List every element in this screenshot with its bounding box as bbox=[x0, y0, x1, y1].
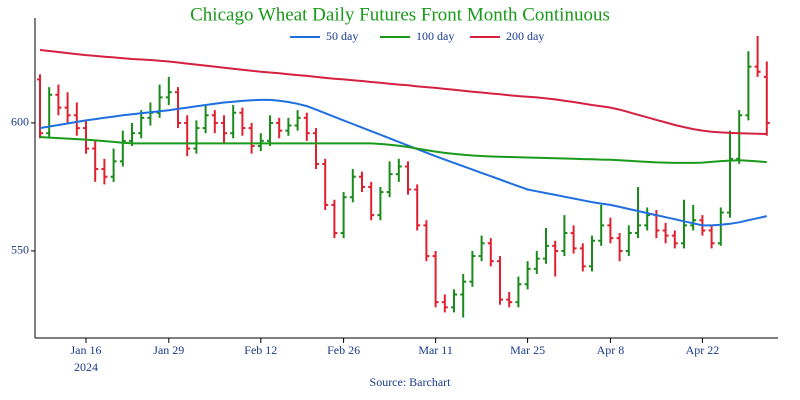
x-tick-label: Feb 12 bbox=[244, 343, 277, 357]
legend-label: 50 day bbox=[326, 29, 358, 43]
x-tick-label: Apr 8 bbox=[597, 343, 625, 357]
legend-label: 100 day bbox=[416, 29, 454, 43]
ma-line bbox=[39, 49, 767, 135]
year-label: 2024 bbox=[74, 360, 98, 374]
y-tick-label: 550 bbox=[11, 243, 29, 257]
ma-line bbox=[39, 136, 767, 164]
x-tick-label: Apr 22 bbox=[686, 343, 720, 357]
chart-title: Chicago Wheat Daily Futures Front Month … bbox=[190, 4, 610, 25]
legend-label: 200 day bbox=[506, 29, 544, 43]
x-tick-label: Feb 26 bbox=[327, 343, 360, 357]
source: Source: Barchart bbox=[370, 375, 452, 389]
x-tick-label: Mar 25 bbox=[510, 343, 545, 357]
x-tick-label: Jan 16 bbox=[71, 343, 102, 357]
y-tick-label: 600 bbox=[11, 115, 29, 129]
ma-line bbox=[39, 98, 768, 227]
x-tick-label: Jan 29 bbox=[153, 343, 184, 357]
x-tick-label: Mar 11 bbox=[418, 343, 453, 357]
